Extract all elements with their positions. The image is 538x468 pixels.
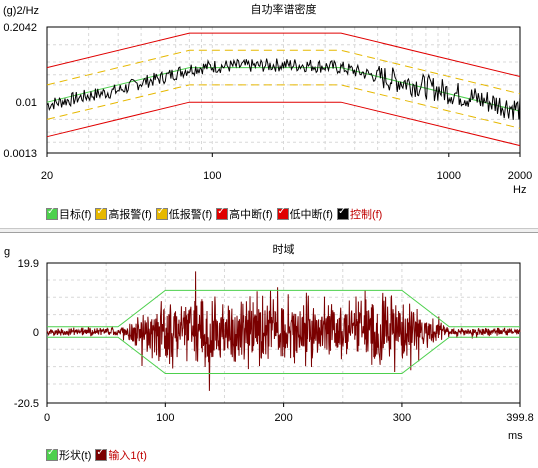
psd-legend-label: 低中断(f): [289, 209, 333, 221]
psd-series-line-4: [46, 101, 521, 147]
time-series-line-shape-lower: [47, 336, 520, 374]
time-chart: 时域 g ms 0 100 200 300 399.8 19.9 0 -20.5: [4, 243, 534, 442]
psd-series-line-2: [46, 84, 521, 129]
time-legend-label: 形状(t): [59, 450, 92, 462]
legend-checkbox-icon[interactable]: [95, 206, 108, 220]
psd-legend-label: 低报警(f): [168, 209, 213, 221]
psd-chart: 自功率谱密度 (g)2/Hz Hz 20 100 1000 2000 0.2042 0.01 0.…: [3, 2, 532, 196]
psd-series-line-1: [46, 49, 521, 95]
time-y-tick-label: -20.5: [14, 398, 39, 410]
psd-legend-item[interactable]: 高报警(f): [95, 206, 152, 222]
psd-x-axis-label: Hz: [513, 184, 526, 196]
time-panel: 时域 g ms 0 100 200 300 399.8 19.9 0 -20.5 形状(t) 输入1(…: [0, 232, 538, 468]
psd-x-tick-label: 1000: [437, 170, 461, 182]
time-series-line-input: [46, 271, 521, 391]
psd-legend-item[interactable]: 控制(f): [336, 206, 383, 222]
time-y-axis-label: g: [4, 246, 10, 258]
legend-checkbox-icon[interactable]: [276, 206, 289, 220]
psd-legend-item[interactable]: 低中断(f): [276, 206, 333, 222]
psd-x-tick-label: 100: [203, 170, 221, 182]
legend-checkbox-icon[interactable]: [46, 447, 58, 461]
time-x-tick-label: 0: [44, 412, 50, 424]
psd-legend-item[interactable]: 高中断(f): [216, 206, 273, 222]
psd-y-tick-label: 0.2042: [3, 22, 37, 34]
psd-y-tick-label: 0.01: [16, 97, 37, 109]
psd-x-tick-label: 2000: [508, 170, 532, 182]
psd-legend-label: 控制(f): [349, 209, 383, 221]
time-legend: 形状(t) 输入1(t): [46, 447, 147, 463]
time-x-axis-label: ms: [508, 430, 523, 442]
psd-series-line-5: [46, 58, 521, 120]
psd-panel: 自功率谱密度 (g)2/Hz Hz 20 100 1000 2000 0.2042 0.01 0.…: [0, 0, 538, 229]
time-x-tick-label: 399.8: [506, 412, 534, 424]
psd-legend-label: 目标(f): [59, 209, 92, 221]
time-x-tick-label: 300: [393, 412, 411, 424]
psd-legend-label: 高中断(f): [229, 209, 273, 221]
psd-legend: 目标(f) 高报警(f) 低报警(f) 高中断(f) 低中断(f) 控制(f): [46, 206, 382, 222]
time-legend-item[interactable]: 输入1(t): [95, 447, 147, 463]
time-y-tick-label: 19.9: [18, 258, 39, 270]
legend-checkbox-icon[interactable]: [216, 206, 229, 220]
time-legend-label: 输入1(t): [108, 450, 147, 462]
time-y-tick-label: 0: [33, 327, 39, 339]
time-x-tick-label: 200: [274, 412, 292, 424]
time-series-line-shape: [47, 289, 520, 328]
psd-legend-item[interactable]: 目标(f): [46, 206, 91, 222]
psd-title: 自功率谱密度: [251, 2, 317, 16]
time-title: 时域: [273, 243, 295, 256]
legend-checkbox-icon[interactable]: [95, 447, 108, 461]
legend-checkbox-icon[interactable]: [155, 206, 168, 220]
psd-plot-frame: [46, 26, 521, 154]
time-legend-item[interactable]: 形状(t): [46, 447, 91, 463]
legend-checkbox-icon[interactable]: [46, 206, 58, 220]
psd-y-axis-label: (g)2/Hz: [3, 5, 39, 17]
psd-series-line-0: [46, 67, 521, 112]
psd-series-line-3: [46, 32, 521, 77]
psd-y-tick-label: 0.0013: [3, 148, 37, 160]
psd-x-tick-label: 20: [41, 170, 53, 182]
psd-legend-label: 高报警(f): [108, 209, 152, 221]
psd-legend-item[interactable]: 低报警(f): [155, 206, 213, 222]
time-x-tick-label: 100: [156, 412, 174, 424]
legend-checkbox-icon[interactable]: [336, 206, 349, 220]
